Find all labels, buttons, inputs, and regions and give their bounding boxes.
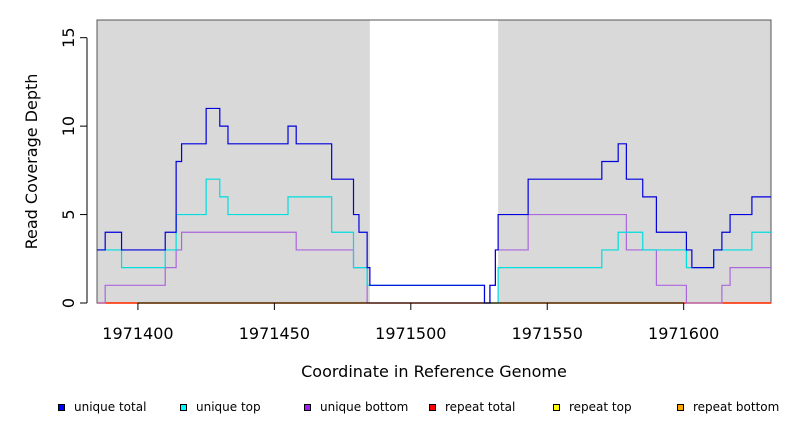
legend-label: repeat total bbox=[445, 400, 516, 414]
legend-item-repeat-bottom: repeat bottom bbox=[677, 400, 779, 414]
x-tick-label-1971600: 1971600 bbox=[648, 324, 719, 343]
legend-label: unique bottom bbox=[320, 400, 409, 414]
x-tick-label-1971400: 1971400 bbox=[102, 324, 173, 343]
legend-swatch bbox=[429, 403, 436, 411]
legend-label: repeat top bbox=[569, 400, 632, 414]
legend: unique total unique top unique bottom repea… bbox=[0, 400, 792, 420]
x-tick-label-1971450: 1971450 bbox=[239, 324, 310, 343]
axes: 1971400 1971450 1971500 1971550 1971600 0 5 10 1… bbox=[59, 28, 719, 343]
shaded-regions bbox=[97, 20, 771, 303]
shaded-region-1 bbox=[97, 20, 370, 303]
legend-item-unique-top: unique top bbox=[180, 400, 261, 414]
x-axis-title: Coordinate in Reference Genome bbox=[301, 362, 567, 381]
series-line-unique-total bbox=[97, 107, 771, 304]
legend-swatch bbox=[677, 403, 684, 411]
legend-item-unique-bottom: unique bottom bbox=[304, 400, 408, 414]
shaded-region-2 bbox=[498, 20, 771, 303]
x-tick-label-1971500: 1971500 bbox=[375, 324, 446, 343]
y-tick-label-15: 15 bbox=[59, 28, 78, 48]
legend-swatch bbox=[180, 403, 187, 411]
y-axis-title: Read Coverage Depth bbox=[22, 74, 41, 250]
y-tick-label-10: 10 bbox=[59, 116, 78, 136]
y-tick-label-5: 5 bbox=[59, 209, 78, 219]
legend-label: unique total bbox=[74, 400, 147, 414]
legend-swatch bbox=[304, 403, 311, 411]
series-line-unique-top bbox=[97, 178, 771, 304]
y-tick-label-0: 0 bbox=[59, 298, 78, 308]
legend-item-repeat-top: repeat top bbox=[553, 400, 632, 414]
legend-item-repeat-total: repeat total bbox=[429, 400, 515, 414]
legend-label: unique top bbox=[196, 400, 261, 414]
legend-item-unique-total: unique total bbox=[58, 400, 146, 414]
legend-swatch bbox=[553, 403, 560, 411]
x-tick-label-1971550: 1971550 bbox=[512, 324, 583, 343]
legend-swatch bbox=[58, 403, 65, 411]
legend-label: repeat bottom bbox=[693, 400, 780, 414]
